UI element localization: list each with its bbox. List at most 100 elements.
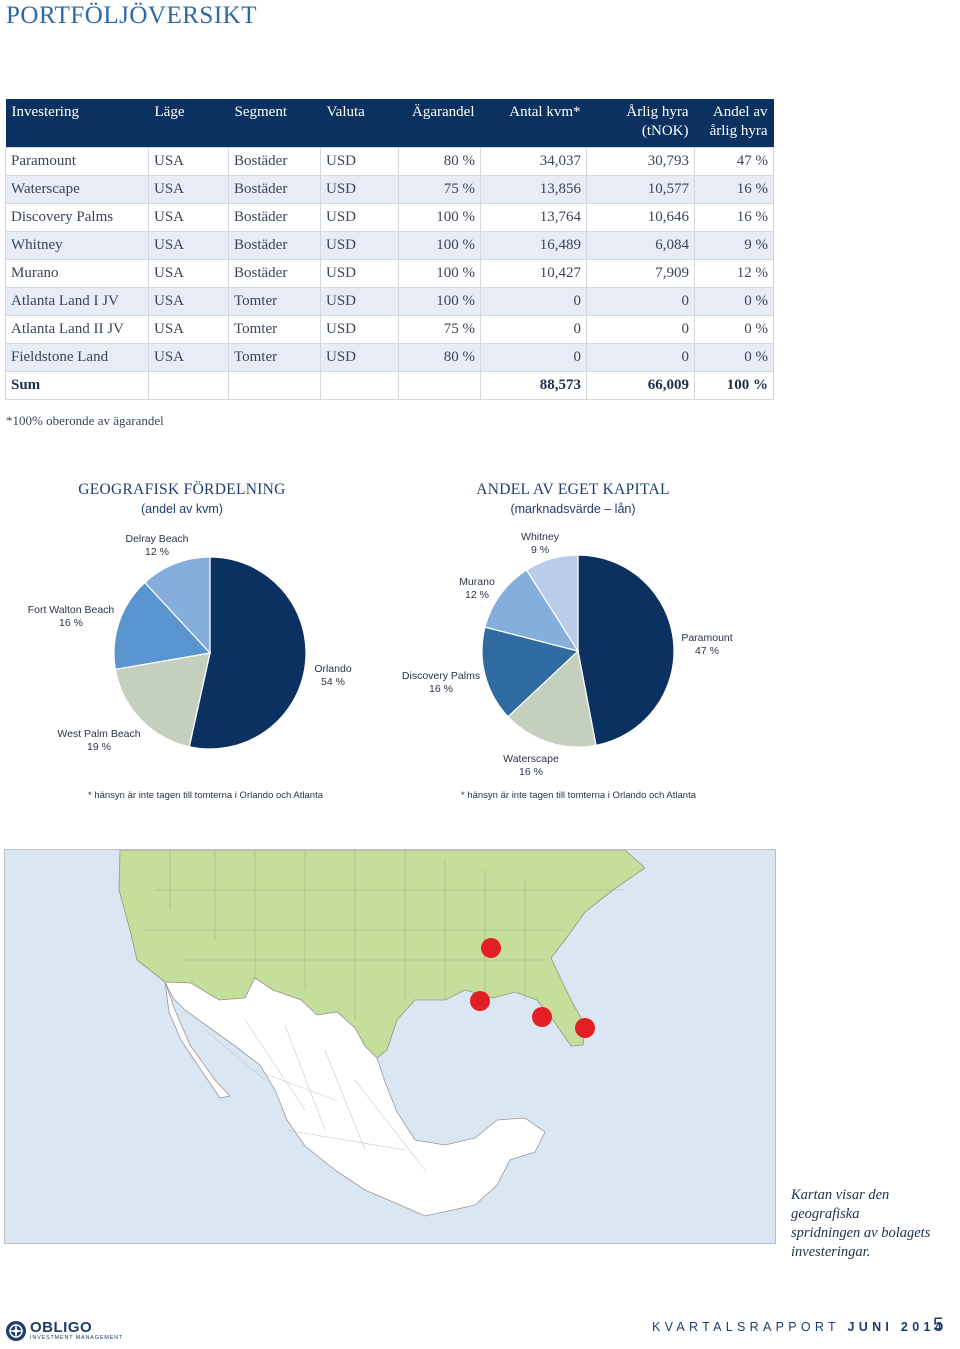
table-row: Discovery Palms USA Bostäder USD 100 % 13,764… <box>5 203 774 232</box>
header-antal-kvm: Antal kvm* <box>480 99 587 148</box>
map-marker <box>575 1018 595 1038</box>
chart2-subtitle: (marknadsvärde – lån) <box>510 502 636 516</box>
chart2-label-whitney: Whitney 9 % <box>521 531 559 556</box>
chart1-label-fort-walton: Fort Walton Beach 16 % <box>27 604 115 629</box>
map-marker <box>532 1007 552 1027</box>
portfolio-table: Investering Läge Segment Valuta Ägarande… <box>5 99 774 400</box>
report-label: KVARTALSRAPPORT JUNI 2014 <box>652 1320 946 1334</box>
sum-empty-cell <box>148 371 229 400</box>
table-cell: 10,427 <box>480 259 587 288</box>
chart1-label-west-palm: West Palm Beach 19 % <box>57 728 141 753</box>
table-cell: 0 <box>480 287 587 316</box>
table-row: Murano USA Bostäder USD 100 % 10,427 7,909 12 % <box>5 259 774 288</box>
obligo-logo: OBLIGO INVESTMENT MANAGEMENT <box>5 1320 123 1342</box>
map-markers <box>470 938 595 1038</box>
sum-cell: Sum <box>5 371 149 400</box>
table-cell: 6,084 <box>586 231 695 260</box>
table-cell: Bostäder <box>228 147 321 176</box>
sum-empty-cell <box>398 371 481 400</box>
table-cell: 0 % <box>694 343 774 372</box>
map-state-lines <box>145 850 625 1020</box>
chart1-title: GEOGRAFISK FÖRDELNING <box>78 481 286 498</box>
table-cell: Whitney <box>5 231 149 260</box>
table-row: Whitney USA Bostäder USD 100 % 16,489 6,084 9 % <box>5 231 774 260</box>
map-mexico-state-lines <box>204 1019 426 1171</box>
table-sum-row: Sum 88,573 66,009 100 % <box>5 371 774 400</box>
header-lage: Läge <box>148 99 229 148</box>
chart2-label-paramount: Paramount 47 % <box>681 632 733 657</box>
table-cell: USA <box>148 315 229 344</box>
table-cell: Waterscape <box>5 175 149 204</box>
chart1-slice-orlando <box>188 556 307 750</box>
table-cell: 10,646 <box>586 203 695 232</box>
chart2-label-murano: Murano 12 % <box>459 576 495 601</box>
table-cell: 0 % <box>694 287 774 316</box>
logo-name: OBLIGO <box>30 1319 93 1336</box>
header-andel: Andel av årlig hyra <box>694 99 774 148</box>
table-cell: Murano <box>5 259 149 288</box>
chart2-title: ANDEL AV EGET KAPITAL <box>476 481 670 498</box>
table-cell: 10,577 <box>586 175 695 204</box>
map-mexico <box>164 977 546 1217</box>
table-cell: 100 % <box>398 203 481 232</box>
table-footnote: *100% oberonde av ägarandel <box>6 413 164 428</box>
chart2-label-discovery: Discovery Palms 16 % <box>401 670 481 695</box>
table-cell: 16 % <box>694 203 774 232</box>
table-cell: 100 % <box>398 259 481 288</box>
sum-empty-cell <box>320 371 399 400</box>
table-row: Waterscape USA Bostäder USD 75 % 13,856 10,577… <box>5 175 774 204</box>
chart1-slice-fort-walton-beach <box>113 581 212 671</box>
table-cell: USA <box>148 287 229 316</box>
chart1-subtitle: (andel av kvm) <box>141 502 223 516</box>
logo-subtitle: INVESTMENT MANAGEMENT <box>30 1335 124 1341</box>
sum-cell: 88,573 <box>480 371 587 400</box>
header-agarandel: Ägarandel <box>398 99 481 148</box>
map-graphic <box>5 850 775 1243</box>
chart2-slice-whitney <box>525 554 579 654</box>
investment-map <box>4 849 776 1244</box>
chart1-slice-delray-beach <box>143 556 211 655</box>
table-cell: USA <box>148 343 229 372</box>
header-investering: Investering <box>5 99 149 148</box>
table-cell: USD <box>320 343 399 372</box>
table-cell: Bostäder <box>228 231 321 260</box>
chart2-slice-murano <box>484 569 580 652</box>
table-cell: 75 % <box>398 315 481 344</box>
table-cell: USD <box>320 147 399 176</box>
table-cell: 100 % <box>398 287 481 316</box>
table-cell: Paramount <box>5 147 149 176</box>
table-cell: 0 % <box>694 315 774 344</box>
table-cell: 80 % <box>398 343 481 372</box>
sum-cell: 100 % <box>694 371 774 400</box>
sum-cell: 66,009 <box>586 371 695 400</box>
table-cell: USD <box>320 315 399 344</box>
chart1-label-orlando: Orlando 54 % <box>314 663 352 688</box>
chart1-label-delray: Delray Beach 12 % <box>125 533 189 558</box>
chart1-note: * hänsyn är inte tagen till tomterna i O… <box>88 790 323 801</box>
table-cell: Atlanta Land II JV <box>5 315 149 344</box>
chart1-slice-west-palm-beach <box>114 652 211 748</box>
table-cell: 0 <box>480 315 587 344</box>
page-number: 5 <box>933 1315 944 1336</box>
table-cell: 13,856 <box>480 175 587 204</box>
chart2-note: * hänsyn är inte tagen till tomterna i O… <box>461 790 696 801</box>
table-cell: USD <box>320 287 399 316</box>
header-segment: Segment <box>228 99 321 148</box>
page-title: PORTFÖLJÖVERSIKT <box>6 2 257 29</box>
table-cell: 9 % <box>694 231 774 260</box>
map-marker <box>470 991 490 1011</box>
table-cell: 0 <box>480 343 587 372</box>
map-marker <box>481 938 501 958</box>
table-cell: Tomter <box>228 287 321 316</box>
chart2-slice-waterscape <box>507 649 597 748</box>
table-cell: 0 <box>586 343 695 372</box>
chart2-slice-paramount <box>577 554 675 747</box>
map-caption: Kartan visar den geografiska spridningen… <box>791 1187 931 1260</box>
table-cell: 7,909 <box>586 259 695 288</box>
table-cell: 0 <box>586 315 695 344</box>
table-cell: 13,764 <box>480 203 587 232</box>
sum-empty-cell <box>228 371 321 400</box>
table-cell: USD <box>320 259 399 288</box>
table-cell: 30,793 <box>586 147 695 176</box>
chart2-slice-discovery-palms <box>481 626 580 718</box>
